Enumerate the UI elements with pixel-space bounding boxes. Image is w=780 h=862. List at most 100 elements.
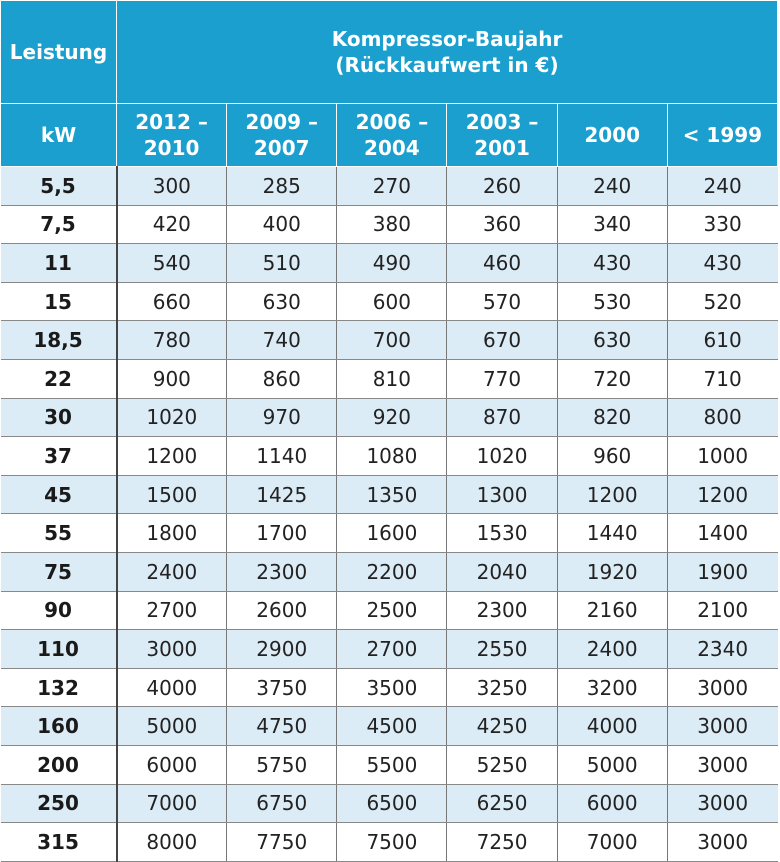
table-row: 11 540 510 490 460 430 430 [0, 243, 778, 283]
value-cell: 770 [446, 359, 558, 399]
value-cell: 5500 [336, 745, 448, 785]
table-row: 110 3000 2900 2700 2550 2400 2340 [0, 629, 778, 669]
table-row: 90 2700 2600 2500 2300 2160 2100 [0, 591, 778, 631]
column-header-line1: 2012 – [135, 110, 208, 134]
power-cell: 90 [0, 591, 118, 631]
column-header-year: 2003 –2001 [446, 103, 558, 167]
column-header-year: 2012 –2010 [115, 103, 228, 167]
value-cell: 3000 [667, 745, 778, 785]
value-cell: 7750 [226, 822, 338, 862]
value-cell: 400 [226, 205, 338, 245]
value-cell: 740 [226, 320, 338, 360]
value-cell: 800 [667, 398, 778, 438]
value-cell: 610 [667, 320, 778, 360]
value-cell: 780 [116, 320, 228, 360]
value-cell: 2550 [446, 629, 558, 669]
value-cell: 1200 [557, 475, 668, 515]
value-cell: 2040 [446, 552, 558, 592]
value-cell: 5250 [446, 745, 558, 785]
power-cell: 75 [0, 552, 118, 592]
table-row: 18,5 780 740 700 670 630 610 [0, 320, 778, 360]
value-cell: 3750 [226, 668, 338, 708]
power-cell: 132 [0, 668, 118, 708]
value-cell: 6500 [336, 784, 448, 824]
value-cell: 900 [116, 359, 228, 399]
column-header-line1: 2006 – [355, 110, 429, 134]
value-cell: 700 [336, 320, 448, 360]
value-cell: 490 [336, 243, 448, 283]
value-cell: 330 [667, 205, 778, 245]
table-row: 15 660 630 600 570 530 520 [0, 282, 778, 322]
column-header-line2: 2001 [474, 136, 530, 160]
value-cell: 2300 [446, 591, 558, 631]
table-row: 45 1500 1425 1350 1300 1200 1200 [0, 475, 778, 515]
value-cell: 710 [667, 359, 778, 399]
group-header-baujahr: Kompressor-Baujahr (Rückkaufwert in €) [116, 0, 778, 104]
table-row: 7,5 420 400 380 360 340 330 [0, 205, 778, 245]
column-header-line1: 2009 – [245, 110, 319, 134]
value-cell: 1400 [667, 513, 778, 553]
value-cell: 2400 [557, 629, 668, 669]
column-header-year: < 1999 [666, 103, 779, 167]
power-cell: 5,5 [0, 166, 118, 206]
value-cell: 540 [116, 243, 228, 283]
power-cell: 110 [0, 629, 118, 669]
value-cell: 8000 [116, 822, 228, 862]
value-cell: 920 [336, 398, 448, 438]
table-row: 200 6000 5750 5500 5250 5000 3000 [0, 745, 778, 785]
value-cell: 380 [336, 205, 448, 245]
column-header-line1: 2003 – [465, 110, 539, 134]
value-cell: 420 [116, 205, 228, 245]
value-cell: 1530 [446, 513, 558, 553]
header-row-columns: kW 2012 –2010 2009 –2007 2006 –2004 2003… [0, 103, 779, 167]
value-cell: 260 [446, 166, 558, 206]
value-cell: 970 [226, 398, 338, 438]
value-cell: 5000 [116, 706, 228, 746]
column-header-line2: 2010 [143, 136, 200, 160]
group-header-line1: Kompressor-Baujahr [331, 27, 563, 51]
value-cell: 820 [557, 398, 668, 438]
value-cell: 2200 [336, 552, 448, 592]
table-row: 30 1020 970 920 870 820 800 [0, 398, 778, 438]
column-header-line2: 2004 [364, 136, 420, 160]
power-cell: 18,5 [0, 320, 118, 360]
table-row: 132 4000 3750 3500 3250 3200 3000 [0, 668, 778, 708]
value-cell: 1425 [226, 475, 338, 515]
value-cell: 860 [226, 359, 338, 399]
power-cell: 11 [0, 243, 118, 283]
table-row: 250 7000 6750 6500 6250 6000 3000 [0, 784, 778, 824]
value-cell: 870 [446, 398, 558, 438]
value-cell: 285 [226, 166, 338, 206]
value-cell: 3250 [446, 668, 558, 708]
value-cell: 240 [557, 166, 668, 206]
power-cell: 15 [0, 282, 118, 322]
value-cell: 300 [116, 166, 228, 206]
value-cell: 1200 [667, 475, 778, 515]
value-cell: 7250 [446, 822, 558, 862]
value-cell: 1200 [116, 436, 228, 476]
power-cell: 200 [0, 745, 118, 785]
table-row: 315 8000 7750 7500 7250 7000 3000 [0, 822, 778, 862]
value-cell: 1140 [226, 436, 338, 476]
value-cell: 6000 [116, 745, 228, 785]
value-cell: 3000 [667, 784, 778, 824]
value-cell: 3200 [557, 668, 668, 708]
value-cell: 520 [667, 282, 778, 322]
column-header-line2: 2007 [253, 136, 310, 160]
value-cell: 1440 [557, 513, 668, 553]
value-cell: 1350 [336, 475, 448, 515]
value-cell: 6750 [226, 784, 338, 824]
table-row: 55 1800 1700 1600 1530 1440 1400 [0, 513, 778, 553]
value-cell: 7500 [336, 822, 448, 862]
value-cell: 7000 [557, 822, 668, 862]
table-body: 5,5 300 285 270 260 240 240 7,5 420 400 380 360 340 3… [0, 166, 778, 862]
power-cell: 160 [0, 706, 118, 746]
power-cell: 315 [0, 822, 118, 862]
value-cell: 2500 [336, 591, 448, 631]
value-cell: 2600 [226, 591, 338, 631]
power-cell: 250 [0, 784, 118, 824]
value-cell: 510 [226, 243, 338, 283]
table-row: 75 2400 2300 2200 2040 1920 1900 [0, 552, 778, 592]
column-header-line1: < 1999 [682, 123, 763, 147]
value-cell: 5000 [557, 745, 668, 785]
